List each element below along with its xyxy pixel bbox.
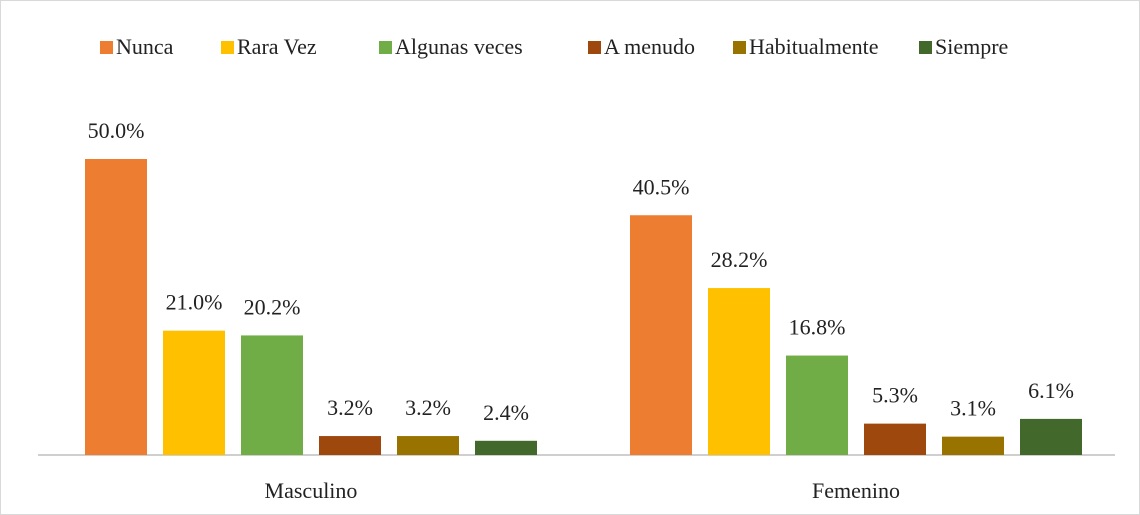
bar xyxy=(942,436,1004,455)
value-label: 2.4% xyxy=(483,400,529,425)
legend-label: Algunas veces xyxy=(395,34,523,59)
bar xyxy=(85,159,147,455)
legend-label: A menudo xyxy=(604,34,695,59)
legend-label: Rara Vez xyxy=(237,34,317,59)
bar xyxy=(708,288,770,455)
legend-label: Habitualmente xyxy=(749,34,879,59)
legend-swatch xyxy=(588,41,601,54)
x-tick-label: Femenino xyxy=(812,478,900,503)
value-label: 28.2% xyxy=(711,247,768,272)
legend-swatch xyxy=(221,41,234,54)
bar xyxy=(397,436,459,455)
legend-swatch xyxy=(379,41,392,54)
bar xyxy=(630,215,692,455)
value-label: 3.2% xyxy=(405,395,451,420)
value-label: 20.2% xyxy=(244,294,301,319)
value-label: 40.5% xyxy=(633,174,690,199)
value-label: 6.1% xyxy=(1028,378,1074,403)
value-label: 3.1% xyxy=(950,396,996,421)
bar xyxy=(319,436,381,455)
value-label: 21.0% xyxy=(166,290,223,315)
value-label: 5.3% xyxy=(872,383,918,408)
bar xyxy=(864,423,926,455)
legend-label: Siempre xyxy=(935,34,1008,59)
legend-swatch xyxy=(919,41,932,54)
bar xyxy=(1020,418,1082,455)
x-tick-label: Masculino xyxy=(265,478,358,503)
value-label: 3.2% xyxy=(327,395,373,420)
value-label: 50.0% xyxy=(88,118,145,143)
legend-label: Nunca xyxy=(116,34,174,59)
legend-swatch xyxy=(733,41,746,54)
value-label: 16.8% xyxy=(789,315,846,340)
bar xyxy=(241,335,303,455)
bar xyxy=(163,330,225,455)
bar xyxy=(475,440,537,455)
bar xyxy=(786,355,848,455)
legend-swatch xyxy=(100,41,113,54)
